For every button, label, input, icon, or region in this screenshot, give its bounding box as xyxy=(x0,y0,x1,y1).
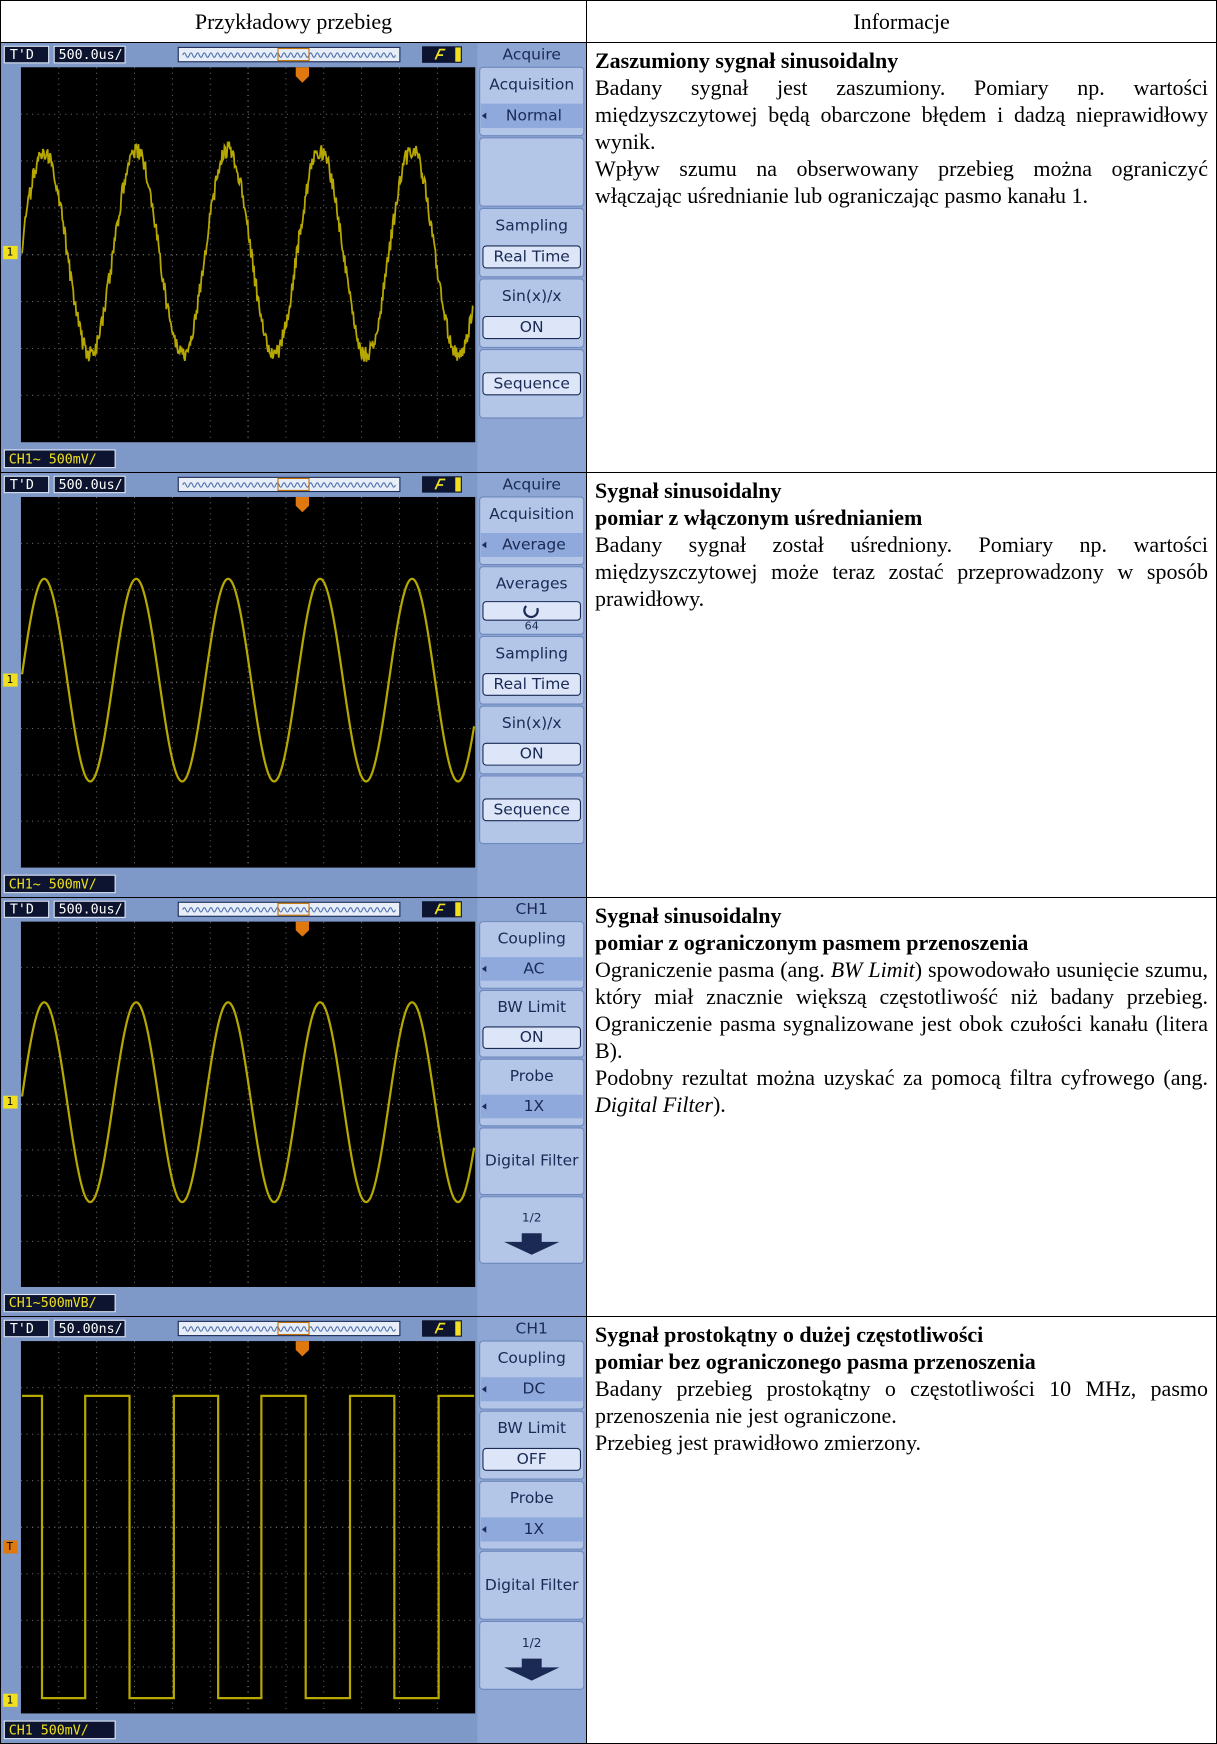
scope-cell: T'D 50.00ns/1 T CH1 500mV/CH1 Coupling DC BW L… xyxy=(0,1316,587,1744)
channel-marker: 1 xyxy=(7,1693,14,1706)
info-title: pomiar bez ograniczonego pasma przenosze… xyxy=(595,1348,1208,1375)
menu-button-label: Real Time xyxy=(494,675,570,693)
info-title: Sygnał prostokątny o dużej częstotliwośc… xyxy=(595,1321,1208,1348)
menu-button-label: OFF xyxy=(517,1450,547,1468)
text-run: Przebieg jest prawidłowo zmierzony. xyxy=(595,1430,921,1455)
timebase: 500.0us/ xyxy=(59,48,123,63)
trigger-edge-tab xyxy=(455,1321,461,1335)
timebase: 500.0us/ xyxy=(59,902,123,917)
menu-button-label: Sequence xyxy=(493,800,569,818)
menu-label: Acquisition xyxy=(489,505,574,523)
menu-label: Coupling xyxy=(498,929,566,947)
channel-scale: CH1~ 500mV/ xyxy=(9,878,97,893)
menu-label: Averages xyxy=(496,575,568,593)
menu-label: Digital Filter xyxy=(485,1152,579,1170)
channel-marker: 1 xyxy=(7,246,14,259)
channel-marker: 1 xyxy=(7,673,14,686)
info-paragraph: Badany sygnał jest zaszumiony. Pomiary n… xyxy=(595,74,1208,155)
menu-label: Sin(x)/x xyxy=(502,714,562,732)
info-title: Sygnał sinusoidalny xyxy=(595,902,1208,929)
trigger-edge-tab xyxy=(455,477,461,491)
info-paragraph: Przebieg jest prawidłowo zmierzony. xyxy=(595,1429,1208,1456)
menu-label: Sampling xyxy=(495,217,568,235)
info-cell: Sygnał sinusoidalnypomiar z włączonym uś… xyxy=(586,472,1217,898)
menu-value: DC xyxy=(523,1380,546,1398)
menu-value: 1X xyxy=(524,1520,545,1538)
menu-value: Average xyxy=(502,536,566,554)
info-title: Sygnał sinusoidalny xyxy=(595,477,1208,504)
text-run: Badany przebieg prostokątny o częstotliw… xyxy=(595,1376,1208,1428)
trigger-edge-tab xyxy=(455,47,461,61)
info-paragraph: Podobny rezultat można uzyskać za pomocą… xyxy=(595,1064,1208,1118)
text-run: Podobny rezultat można uzyskać za pomocą… xyxy=(595,1065,1208,1090)
menu-button-label: ON xyxy=(520,745,544,763)
menu-panel xyxy=(480,138,584,206)
oscilloscope-screenshot: T'D 500.0us/1 CH1~500mVB/CH1 Coupling AC BW L… xyxy=(1,898,586,1316)
info-title: Zaszumiony sygnał sinusoidalny xyxy=(595,47,1208,74)
info-paragraph: Wpływ szumu na obserwowany przebieg możn… xyxy=(595,155,1208,209)
menu-label: Sampling xyxy=(495,645,568,663)
oscilloscope-screenshot: T'D 500.0us/1 CH1~ 500mV/Acquire Acquisitio… xyxy=(1,473,586,897)
menu-label: Coupling xyxy=(498,1349,566,1367)
scope-cell: T'D 500.0us/1 CH1~ 500mV/Acquire Acquisitio… xyxy=(0,42,587,473)
header-cell: Przykładowy przebieg xyxy=(0,0,587,43)
channel-scale: CH1 500mV/ xyxy=(9,1723,89,1738)
menu-title: CH1 xyxy=(516,1320,548,1338)
table: Przykładowy przebieg Informacje T'D 500.0… xyxy=(0,0,1217,1744)
menu-button-label: ON xyxy=(520,318,544,336)
trigger-edge-tab xyxy=(455,902,461,916)
page: Przykładowy przebieg Informacje T'D 500.0… xyxy=(0,0,1217,1744)
menu-label: Probe xyxy=(510,1067,554,1085)
channel-marker: 1 xyxy=(7,1095,14,1108)
menu-page: 1/2 xyxy=(522,1636,542,1650)
text-run: Wpływ szumu na obserwowany przebieg możn… xyxy=(595,156,1208,208)
timebase: 50.00ns/ xyxy=(59,1322,123,1337)
text-run: Badany sygnał jest zaszumiony. Pomiary n… xyxy=(595,75,1208,154)
menu-label: BW Limit xyxy=(497,1419,566,1437)
menu-value: 1X xyxy=(524,1097,544,1115)
timebase: 500.0us/ xyxy=(59,478,123,493)
menu-title: Acquire xyxy=(503,476,561,494)
info-cell: Sygnał prostokątny o dużej częstotliwośc… xyxy=(586,1316,1217,1744)
menu-label: Probe xyxy=(510,1489,554,1507)
scope-cell: T'D 500.0us/1 CH1~500mVB/CH1 Coupling AC BW L… xyxy=(0,897,587,1317)
text-run: Ograniczenie pasma (ang. xyxy=(595,957,831,982)
menu-value: Normal xyxy=(506,106,562,124)
channel-scale: CH1~ 500mV/ xyxy=(9,452,97,467)
menu-button-label: Sequence xyxy=(493,374,569,392)
menu-value: AC xyxy=(523,960,544,978)
italic-term: Digital Filter xyxy=(595,1092,713,1117)
menu-label: Sin(x)/x xyxy=(502,287,562,305)
header-cell: Informacje xyxy=(586,0,1217,43)
menu-title: Acquire xyxy=(503,46,561,64)
menu-page: 1/2 xyxy=(522,1211,542,1225)
channel-scale: CH1~500mVB/ xyxy=(9,1296,97,1311)
info-cell: Zaszumiony sygnał sinusoidalnyBadany syg… xyxy=(586,42,1217,473)
info-cell: Sygnał sinusoidalnypomiar z ograniczonym… xyxy=(586,897,1217,1317)
text-run: Badany sygnał został uśredniony. Pomiary… xyxy=(595,532,1208,611)
info-paragraph: Badany sygnał został uśredniony. Pomiary… xyxy=(595,531,1208,612)
menu-label: BW Limit xyxy=(497,998,566,1016)
info-paragraph: Ograniczenie pasma (ang. BW Limit) spowo… xyxy=(595,956,1208,1064)
menu-title: CH1 xyxy=(516,900,548,918)
counter-value: 64 xyxy=(525,620,539,633)
level-marker: T xyxy=(7,1540,14,1553)
italic-term: BW Limit xyxy=(831,957,915,982)
oscilloscope-screenshot: T'D 500.0us/1 CH1~ 500mV/Acquire Acquisitio… xyxy=(1,43,586,472)
menu-label: Digital Filter xyxy=(485,1576,579,1594)
text-run: ). xyxy=(713,1092,726,1117)
scope-cell: T'D 500.0us/1 CH1~ 500mV/Acquire Acquisitio… xyxy=(0,472,587,898)
trigger-status: T'D xyxy=(10,1322,34,1337)
info-paragraph: Badany przebieg prostokątny o częstotliw… xyxy=(595,1375,1208,1429)
info-title: pomiar z włączonym uśrednianiem xyxy=(595,504,1208,531)
oscilloscope-screenshot: T'D 50.00ns/1 T CH1 500mV/CH1 Coupling DC BW L… xyxy=(1,1317,586,1743)
trigger-status: T'D xyxy=(10,48,34,63)
trigger-status: T'D xyxy=(10,478,34,493)
menu-button-label: Real Time xyxy=(494,247,570,265)
info-title: pomiar z ograniczonym pasmem przenoszeni… xyxy=(595,929,1208,956)
trigger-status: T'D xyxy=(10,902,34,917)
menu-button-label: ON xyxy=(520,1028,544,1046)
menu-label: Acquisition xyxy=(489,75,574,93)
